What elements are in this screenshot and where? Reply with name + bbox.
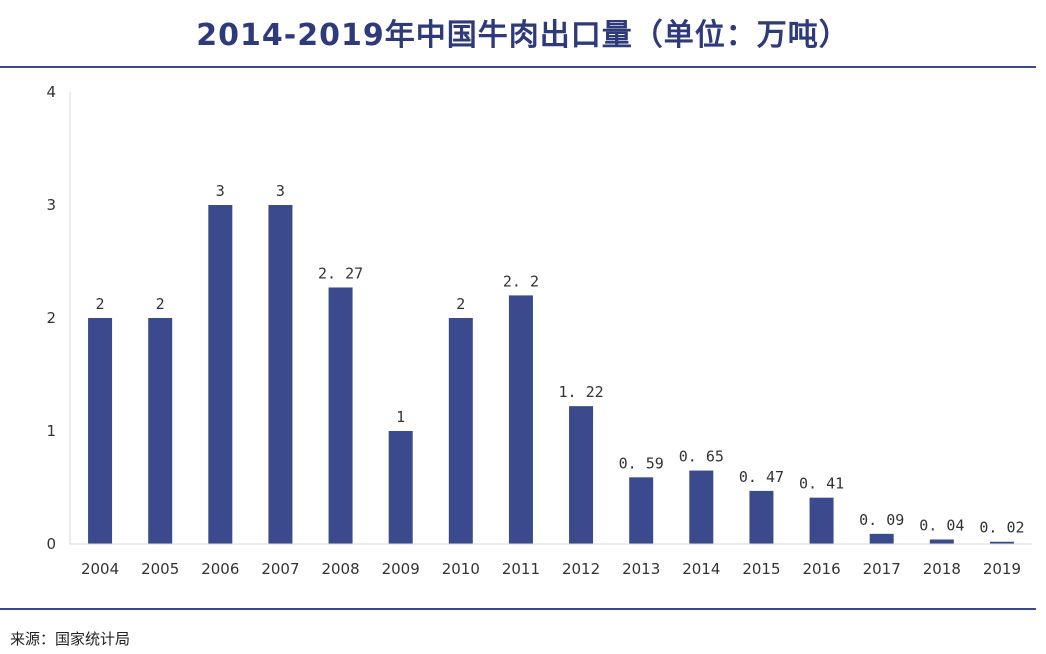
x-tick-label: 2006 xyxy=(201,560,239,578)
x-tick-label: 2012 xyxy=(562,560,600,578)
data-label: 0. 04 xyxy=(919,516,964,534)
source-note: 来源：国家统计局 xyxy=(10,630,131,648)
data-label: 2. 2 xyxy=(503,272,539,290)
y-tick-label: 1 xyxy=(46,422,56,440)
data-label: 2. 27 xyxy=(318,264,363,282)
data-label: 0. 02 xyxy=(979,519,1024,537)
y-tick-label: 2 xyxy=(46,309,56,327)
bar xyxy=(629,477,654,544)
x-tick-label: 2018 xyxy=(923,560,961,578)
bar xyxy=(749,490,774,544)
y-tick-label: 0 xyxy=(46,535,56,553)
x-tick-label: 2010 xyxy=(442,560,480,578)
x-tick-label: 2011 xyxy=(502,560,540,578)
x-tick-label: 2007 xyxy=(261,560,299,578)
x-tick-label: 2009 xyxy=(382,560,420,578)
bar xyxy=(88,318,113,544)
bar xyxy=(569,406,594,544)
data-label: 3 xyxy=(276,182,285,200)
x-tick-label: 2013 xyxy=(622,560,660,578)
bar xyxy=(148,318,173,544)
y-tick-label: 4 xyxy=(46,83,56,101)
bar xyxy=(268,205,293,544)
x-tick-label: 2008 xyxy=(321,560,359,578)
data-label: 0. 59 xyxy=(619,454,664,472)
x-tick-label: 2016 xyxy=(802,560,840,578)
data-label: 1 xyxy=(396,408,405,426)
bar xyxy=(208,205,233,544)
data-label: 0. 65 xyxy=(679,448,724,466)
bar xyxy=(388,431,413,544)
x-tick-label: 2015 xyxy=(742,560,780,578)
x-tick-label: 2019 xyxy=(983,560,1021,578)
x-tick-label: 2014 xyxy=(682,560,720,578)
title-divider xyxy=(0,66,1036,68)
x-tick-label: 2017 xyxy=(863,560,901,578)
x-tick-label: 2005 xyxy=(141,560,179,578)
bar xyxy=(508,295,533,544)
bar xyxy=(989,541,1014,544)
data-label: 0. 41 xyxy=(799,475,844,493)
bar xyxy=(929,539,954,544)
bar xyxy=(869,533,894,544)
bar xyxy=(448,318,473,544)
chart-title: 2014-2019年中国牛肉出口量（单位：万吨） xyxy=(196,18,850,53)
y-tick-label: 3 xyxy=(46,196,56,214)
data-label: 3 xyxy=(216,182,225,200)
data-label: 2 xyxy=(96,295,105,313)
footer-divider xyxy=(0,608,1036,610)
data-label: 0. 47 xyxy=(739,468,784,486)
data-label: 2 xyxy=(156,295,165,313)
bar xyxy=(809,497,834,544)
data-label: 1. 22 xyxy=(558,383,603,401)
x-tick-label: 2004 xyxy=(81,560,119,578)
bar-chart: 0 1 2 3 4 2 2 3 3 2. 27 1 2 2. 2 1. 22 0. 59 0. 65 0. 4… xyxy=(46,83,1032,578)
data-label: 2 xyxy=(456,295,465,313)
bar xyxy=(328,287,353,544)
bar xyxy=(689,470,714,544)
data-label: 0. 09 xyxy=(859,511,904,529)
